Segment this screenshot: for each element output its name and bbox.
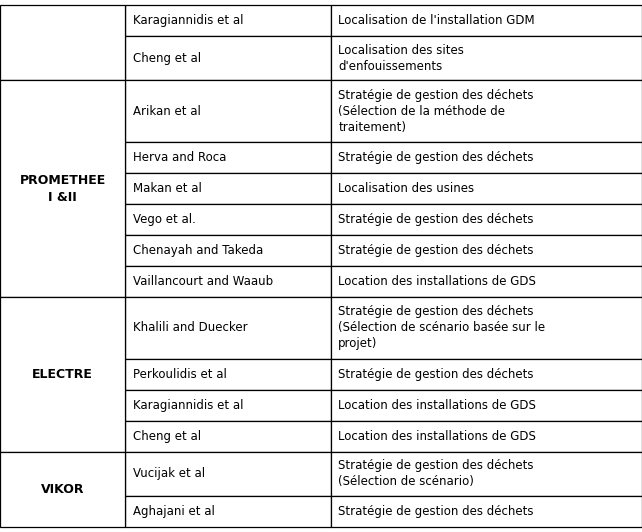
Bar [0, 5, 125, 80]
Text: Perkoulidis et al: Perkoulidis et al [133, 368, 227, 381]
Text: Localisation des usines: Localisation des usines [338, 182, 474, 195]
Bar [331, 142, 642, 173]
Bar [125, 204, 331, 235]
Text: PROMETHEE
I &II: PROMETHEE I &II [19, 173, 106, 204]
Text: VIKOR: VIKOR [41, 483, 84, 496]
Bar [331, 204, 642, 235]
Bar [331, 235, 642, 266]
Text: Chenayah and Takeda: Chenayah and Takeda [133, 244, 263, 257]
Text: Stratégie de gestion des déchets
(Sélection de scénario basée sur le
projet): Stratégie de gestion des déchets (Sélect… [338, 305, 546, 351]
Bar [125, 80, 331, 142]
Bar [125, 142, 331, 173]
Bar [331, 173, 642, 204]
Bar [125, 359, 331, 390]
Bar [125, 297, 331, 359]
Bar [125, 266, 331, 297]
Bar [331, 452, 642, 496]
Text: ELECTRE: ELECTRE [32, 368, 93, 381]
Bar [331, 36, 642, 80]
Bar [125, 235, 331, 266]
Bar [125, 173, 331, 204]
Text: Khalili and Duecker: Khalili and Duecker [133, 321, 248, 335]
Bar [331, 390, 642, 421]
Bar [125, 36, 331, 80]
Text: Location des installations de GDS: Location des installations de GDS [338, 430, 536, 443]
Text: Vaillancourt and Waaub: Vaillancourt and Waaub [133, 275, 273, 288]
Bar [331, 421, 642, 452]
Text: Aghajani et al: Aghajani et al [133, 505, 215, 518]
Text: Localisation de l'installation GDM: Localisation de l'installation GDM [338, 14, 535, 27]
Text: Stratégie de gestion des déchets
(Sélection de scénario): Stratégie de gestion des déchets (Sélect… [338, 459, 534, 488]
Bar [0, 80, 125, 297]
Text: Location des installations de GDS: Location des installations de GDS [338, 275, 536, 288]
Text: Karagiannidis et al: Karagiannidis et al [133, 399, 243, 412]
Text: Stratégie de gestion des déchets
(Sélection de la méthode de
traitement): Stratégie de gestion des déchets (Sélect… [338, 88, 534, 134]
Bar [331, 297, 642, 359]
Bar [331, 80, 642, 142]
Bar [125, 390, 331, 421]
Bar [125, 496, 331, 527]
Text: Cheng et al: Cheng et al [133, 52, 201, 65]
Bar [331, 5, 642, 36]
Text: Stratégie de gestion des déchets: Stratégie de gestion des déchets [338, 244, 534, 257]
Bar [0, 452, 125, 527]
Text: Vucijak et al: Vucijak et al [133, 467, 205, 480]
Bar [125, 452, 331, 496]
Text: Localisation des sites
d'enfouissements: Localisation des sites d'enfouissements [338, 44, 464, 73]
Text: Stratégie de gestion des déchets: Stratégie de gestion des déchets [338, 505, 534, 518]
Text: Arikan et al: Arikan et al [133, 105, 201, 118]
Bar [0, 297, 125, 452]
Bar [125, 5, 331, 36]
Bar [331, 359, 642, 390]
Text: Stratégie de gestion des déchets: Stratégie de gestion des déchets [338, 151, 534, 164]
Bar [331, 496, 642, 527]
Text: Stratégie de gestion des déchets: Stratégie de gestion des déchets [338, 368, 534, 381]
Text: Location des installations de GDS: Location des installations de GDS [338, 399, 536, 412]
Text: Herva and Roca: Herva and Roca [133, 151, 226, 164]
Text: Karagiannidis et al: Karagiannidis et al [133, 14, 243, 27]
Text: Stratégie de gestion des déchets: Stratégie de gestion des déchets [338, 213, 534, 226]
Bar [125, 421, 331, 452]
Text: Vego et al.: Vego et al. [133, 213, 196, 226]
Text: Makan et al: Makan et al [133, 182, 202, 195]
Bar [331, 266, 642, 297]
Text: Cheng et al: Cheng et al [133, 430, 201, 443]
